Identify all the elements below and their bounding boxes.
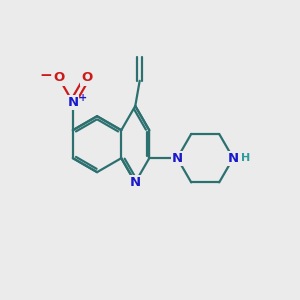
Text: N: N (172, 152, 183, 165)
Text: O: O (81, 71, 92, 85)
Text: N: N (228, 152, 239, 165)
Text: O: O (53, 71, 64, 85)
Text: H: H (242, 153, 251, 163)
Text: −: − (40, 68, 52, 82)
Text: N: N (130, 176, 141, 189)
Text: N: N (67, 96, 78, 109)
Text: +: + (79, 93, 87, 103)
